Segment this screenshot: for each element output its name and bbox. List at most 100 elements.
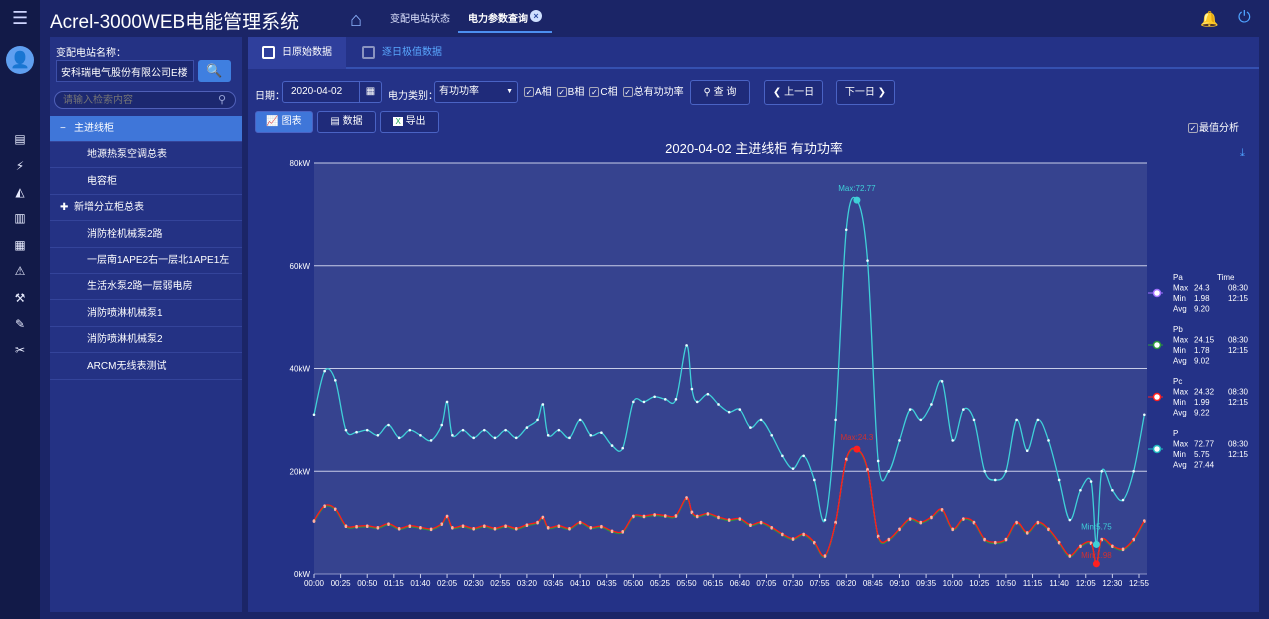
- extreme-label: 最值分析: [1199, 123, 1239, 134]
- search-icon: ⚲: [703, 87, 714, 98]
- tree-item[interactable]: 消防喷淋机械泵2: [50, 327, 242, 354]
- data-point: [312, 413, 316, 417]
- tree-item[interactable]: ✚ 新增分立柜总表: [50, 195, 242, 222]
- alarm-bell-icon[interactable]: 🔔: [1200, 11, 1219, 28]
- tree-item[interactable]: 消防栓机械泵2路: [50, 222, 242, 248]
- legend-text: Min: [1173, 398, 1186, 407]
- data-point: [791, 537, 795, 540]
- type-select[interactable]: 有功功率 ▼: [434, 81, 518, 103]
- report-icon[interactable]: ▦: [14, 238, 26, 252]
- tree-item[interactable]: 地源热泵空调总表: [50, 142, 242, 169]
- y-tick-label: 60kW: [290, 262, 311, 271]
- power-chart: 2020-04-02 主进线柜 有功功率 ⤓ 0kW 20kW 40kW 60kW 80kW…: [290, 141, 1249, 588]
- tree-item[interactable]: 电容柜: [50, 169, 242, 195]
- legend-item-Pc[interactable]: Pc Max 24.32 08:30 Min 1.99 12:15 Avg 9.22: [1148, 377, 1249, 418]
- data-point: [514, 436, 518, 440]
- expand-icon[interactable]: ✚: [60, 202, 69, 214]
- data-point: [642, 400, 646, 404]
- device-icon[interactable]: ⚒: [14, 291, 26, 305]
- x-tick-label: 03:20: [517, 579, 538, 588]
- tools-icon[interactable]: ✂: [14, 343, 26, 357]
- chevron-left-icon: ❮: [772, 87, 785, 98]
- data-point: [600, 431, 603, 435]
- legend-item-Pb[interactable]: Pb Max 24.15 08:30 Min 1.78 12:15 Avg 9.02: [1148, 325, 1249, 366]
- tab-daily-raw[interactable]: 日原始数据: [248, 37, 346, 69]
- tree-item[interactable]: 消防喷淋机械泵1: [50, 301, 242, 327]
- data-point: [323, 504, 326, 507]
- area-chart-icon[interactable]: ◭: [15, 185, 25, 199]
- extreme-label: Min:1.98: [1081, 551, 1112, 560]
- data-point: [993, 540, 997, 544]
- home-icon[interactable]: ⌂: [350, 9, 363, 31]
- phase-checkbox[interactable]: ✓ C相: [589, 87, 618, 98]
- data-point: [887, 469, 891, 473]
- data-point: [461, 524, 465, 528]
- tree-item[interactable]: 一层南1APE2右一层北1APE1左: [50, 248, 242, 274]
- data-point: [419, 525, 422, 529]
- data-point: [1111, 544, 1114, 548]
- phase-checkbox[interactable]: ✓ 总有功功率: [622, 87, 684, 98]
- prev-day-button[interactable]: ❮ 上一日: [764, 80, 823, 105]
- data-point: [632, 514, 635, 518]
- tab-station-status[interactable]: 变配电站状态: [390, 14, 450, 25]
- data-point: [866, 467, 869, 471]
- data-point: [642, 514, 646, 518]
- tree-item[interactable]: − 主进线柜: [50, 116, 242, 142]
- data-point: [333, 379, 337, 382]
- phase-checkbox[interactable]: ✓ B相: [556, 87, 584, 98]
- data-point: [408, 524, 412, 528]
- data-point: [951, 439, 954, 442]
- user-avatar[interactable]: 👤: [6, 46, 34, 74]
- close-tab-icon[interactable]: ×: [530, 10, 542, 22]
- next-day-button[interactable]: 下一日 ❯: [836, 80, 895, 105]
- phase-checkbox[interactable]: ✓ A相: [524, 87, 552, 98]
- x-tick-label: 04:10: [570, 579, 591, 588]
- checkbox-icon: ✓: [1188, 123, 1198, 134]
- x-tick-label: 02:30: [464, 579, 485, 588]
- extreme-analysis-checkbox[interactable]: ✓ 最值分析: [1188, 119, 1239, 134]
- legend-value: 1.99: [1194, 398, 1210, 407]
- prev-label: 上一日: [784, 87, 815, 98]
- data-point: [706, 512, 710, 515]
- monitor-icon[interactable]: ▤: [14, 132, 26, 146]
- alarm-icon[interactable]: ⚠: [14, 264, 26, 278]
- station-input[interactable]: [56, 60, 194, 82]
- bar-chart-icon[interactable]: ▥: [14, 211, 26, 225]
- station-search-button[interactable]: 🔍: [198, 60, 231, 82]
- date-input[interactable]: 2020-04-02 ▦: [282, 81, 382, 103]
- hamburger-icon[interactable]: ☰: [12, 8, 29, 28]
- data-point: [919, 520, 923, 524]
- data-point: [930, 515, 933, 519]
- data-point: [844, 457, 848, 461]
- collapse-icon[interactable]: −: [60, 123, 66, 134]
- data-point: [541, 403, 545, 406]
- data-point: [898, 527, 901, 531]
- export-button[interactable]: X 导出: [380, 111, 439, 133]
- legend-item-Pa[interactable]: Pa Max 24.3 08:30 Min 1.98 12:15 Avg 9.20: [1148, 273, 1249, 314]
- active-tab-indicator: [458, 31, 552, 33]
- legend-item-P[interactable]: P Max 72.77 08:30 Min 5.75 12:15 Avg 27.44: [1148, 429, 1249, 470]
- power-flow-icon[interactable]: ⚡: [15, 159, 25, 173]
- tree-search-input[interactable]: [54, 91, 236, 109]
- query-button[interactable]: ⚲ 查 询: [690, 80, 750, 105]
- data-point: [1143, 413, 1146, 417]
- tab-power-query[interactable]: 电力参数查询: [468, 14, 528, 25]
- data-point: [483, 524, 486, 528]
- legend-value: 5.75: [1194, 450, 1210, 459]
- calendar-icon[interactable]: ▦: [359, 82, 381, 102]
- data-point: [445, 400, 449, 404]
- tab-daily-extreme[interactable]: 逐日极值数据: [348, 37, 442, 69]
- tree-item[interactable]: 生活水泵2路一层弱电房: [50, 274, 242, 301]
- x-tick-label: 10:25: [969, 579, 990, 588]
- chart-view-button[interactable]: 📈 图表: [255, 111, 313, 133]
- data-point: [690, 510, 694, 514]
- power-icon[interactable]: ⏻: [1238, 9, 1251, 26]
- data-point: [1047, 439, 1050, 442]
- edit-icon[interactable]: ✎: [14, 317, 26, 331]
- data-point: [1004, 537, 1008, 541]
- data-view-button[interactable]: ▤ 数据: [317, 111, 376, 133]
- data-point: [802, 532, 805, 536]
- download-icon[interactable]: ⤓: [1240, 147, 1245, 159]
- tree-item[interactable]: ARCM无线表测试: [50, 354, 242, 380]
- data-point: [312, 519, 316, 522]
